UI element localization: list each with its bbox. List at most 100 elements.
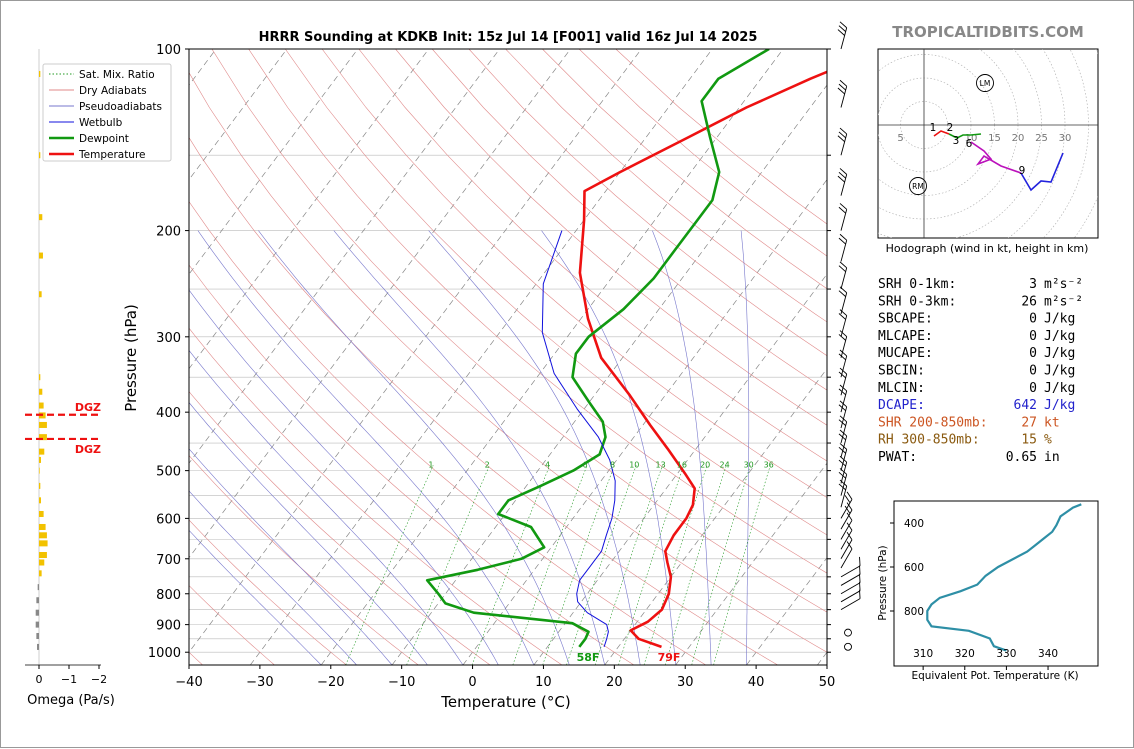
omega-bar [39,422,47,428]
theta-x-tick-label: 330 [996,648,1016,660]
x-tick-label: −20 [317,675,344,690]
wind-barb [834,541,854,568]
wind-barb [833,480,847,507]
mixing-ratio-label: 8 [610,461,615,470]
x-tick-label: 40 [748,675,765,690]
pseudoadiabat [741,231,749,665]
hodograph-ring-label: 25 [1035,133,1048,144]
index-unit: kt [1044,415,1060,430]
omega-bar [39,214,42,220]
hodograph-ring-label: 5 [897,133,903,144]
index-label: SRH 0-3km: [878,294,956,309]
index-unit: J/kg [1044,381,1075,396]
mixing-ratio-label: 13 [656,461,666,470]
index-unit: J/kg [1044,346,1075,361]
index-value: 27 [1021,415,1037,430]
omega-bar [39,374,40,380]
y-tick-label: 300 [156,331,181,346]
index-unit: J/kg [1044,364,1075,379]
y-tick-label: 900 [156,619,181,634]
mixing-ratio-label: 36 [764,461,774,470]
wind-barbs [833,22,863,650]
mixing-ratio-label: 20 [700,461,710,470]
theta-x-tick-label: 320 [955,648,975,660]
mixing-ratio-line [665,465,726,665]
omega-bar [39,570,42,576]
omega-bar [39,457,41,463]
index-label: SBCIN: [878,364,925,379]
theta-y-tick-label: 800 [904,606,924,618]
omega-bar [36,622,39,628]
theta-x-tick-label: 310 [913,648,933,660]
index-label: SBCAPE: [878,312,933,327]
omega-bar [39,253,43,259]
mixing-ratio-line [407,465,490,665]
legend-item-label: Temperature [78,149,146,161]
x-tick-label: 0 [468,675,476,690]
wind-barb [834,503,854,530]
mixing-ratio-line [513,465,587,665]
hodograph-marker-label: LM [980,79,991,88]
dry-adiabat [102,49,706,665]
wind-barb [833,368,847,395]
y-tick-label: 200 [156,225,181,240]
omega-bar [39,389,42,395]
series-temperature-line [580,49,883,647]
y-tick-label: 800 [156,588,181,603]
mixing-ratio-line [619,465,684,665]
omega-bar [39,497,41,503]
mixing-ratio-line [567,465,637,665]
omega-bar [39,552,47,558]
surface-dewpoint-label: 58F [577,651,600,664]
mixing-ratio-label: 24 [720,461,730,470]
mixing-ratio-label: 2 [485,461,490,470]
omega-bar [39,468,40,474]
mixing-ratio-label: 10 [629,461,639,470]
mixing-ratio-label: 1 [428,461,433,470]
theta-frame [894,501,1098,666]
legend-item-label: Dewpoint [79,133,129,145]
x-tick-label: −40 [175,675,202,690]
wind-barb [834,532,854,559]
wind-barb [833,80,847,107]
x-axis-label: Temperature (°C) [440,693,570,711]
pseudoadiabat [198,231,534,665]
y-tick-label: 1000 [148,646,181,661]
index-value: 0 [1029,381,1037,396]
mixing-ratio-line [346,465,434,665]
omega-tick-label: 0 [36,673,43,686]
omega-bar [39,559,44,565]
y-axis-label: Pressure (hPa) [122,304,140,412]
mixing-ratio-line [692,465,751,665]
index-value: 0 [1029,312,1037,327]
index-label: RH 300-850mb: [878,433,980,448]
legend-item-label: Pseudoadiabats [79,101,162,113]
mixing-ratio-line [595,465,662,665]
isotherm-line [463,49,925,665]
mixing-ratio-label: 16 [677,461,687,470]
omega-bar [39,540,48,546]
x-tick-label: −10 [388,675,415,690]
mixing-ratio-label: 4 [545,461,550,470]
theta-y-tick-label: 600 [904,562,924,574]
omega-bar [36,597,39,603]
omega-bar [39,511,44,517]
legend-item-label: Wetbulb [79,117,123,129]
index-label: MLCAPE: [878,329,933,344]
index-unit: J/kg [1044,398,1075,413]
hodograph-height-label: 9 [1019,165,1026,177]
wind-barb [833,401,847,428]
omega-bar [38,584,39,590]
y-tick-label: 600 [156,512,181,527]
omega-bar [36,610,39,616]
omega-bar [39,532,47,538]
y-tick-label: 700 [156,553,181,568]
brand-label: TROPICALTIDBITS.COM [892,23,1084,41]
wind-barb [833,203,847,230]
